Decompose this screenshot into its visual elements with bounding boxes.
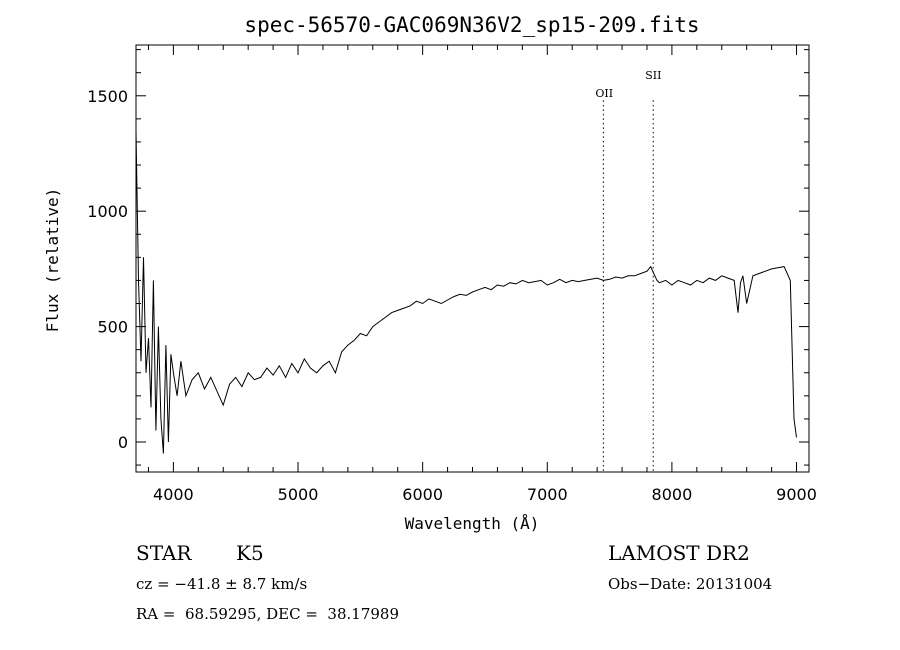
tick-labels: 4000 5000 6000 7000 8000 9000 0 500 1000 1500 — [87, 87, 817, 504]
x-tick-label: 5000 — [278, 485, 319, 504]
x-axis-label: Wavelength (Å) — [405, 514, 540, 533]
axis-ticks — [136, 45, 809, 472]
y-tick-label: 1500 — [87, 87, 128, 106]
obs-date: Obs−Date: 20131004 — [608, 575, 773, 593]
plot-frame — [135, 44, 810, 473]
coordinates: RA = 68.59295, DEC = 38.17989 — [136, 605, 400, 623]
x-tick-label: 8000 — [652, 485, 693, 504]
spectrum-line-0 — [135, 130, 797, 454]
emission-line-markers: OII SII — [595, 69, 661, 472]
line-label-OII: OII — [595, 87, 613, 100]
x-tick-label: 7000 — [527, 485, 568, 504]
x-tick-label: 4000 — [153, 485, 194, 504]
y-tick-label: 0 — [118, 433, 128, 452]
y-tick-label: 1000 — [87, 202, 128, 221]
y-tick-label: 500 — [97, 318, 128, 337]
y-axis-label: Flux (relative) — [43, 188, 62, 333]
chart-title: spec-56570-GAC069N36V2_sp15-209.fits — [244, 13, 699, 37]
redshift-text: cz = −41.8 ± 8.7 km/s — [136, 575, 308, 593]
x-tick-label: 6000 — [402, 485, 443, 504]
spectrum-series — [135, 130, 797, 454]
line-label-SII: SII — [645, 69, 661, 82]
survey-name: LAMOST DR2 — [608, 541, 750, 565]
object-subclass: K5 — [236, 541, 264, 565]
x-tick-label: 9000 — [776, 485, 817, 504]
object-class: STAR — [136, 541, 192, 565]
